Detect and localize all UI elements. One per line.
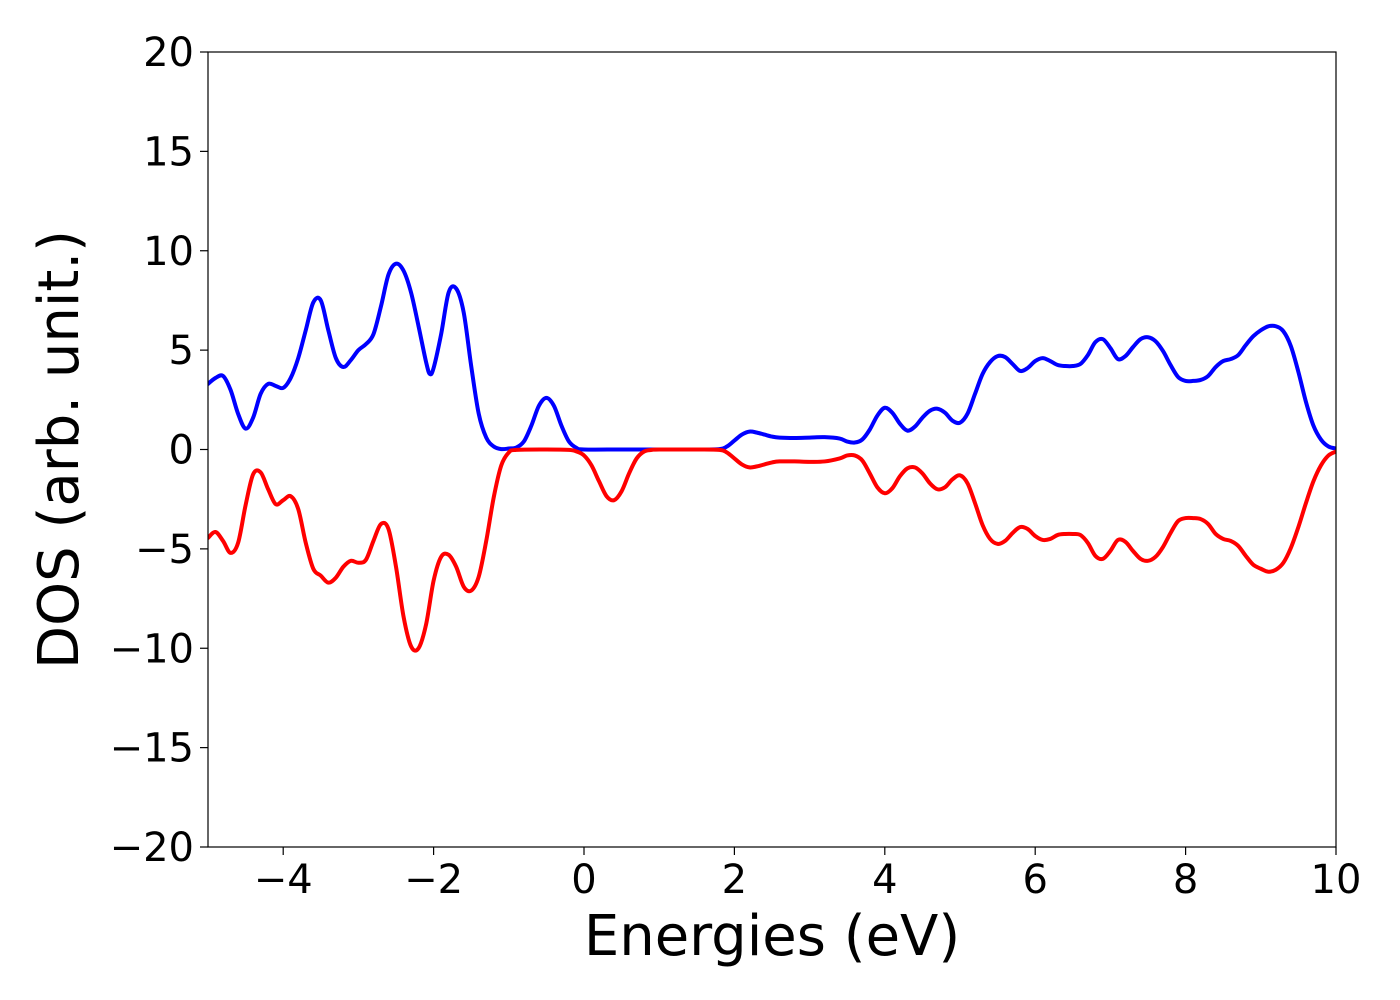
x-tick-label: 4: [872, 857, 897, 903]
y-tick-label: 10: [143, 229, 194, 275]
y-tick-label: 15: [143, 129, 194, 175]
series-line-red: [208, 447, 1336, 653]
y-axis-ticks: −20 −15 −10 −5 0 5 10 15 20: [110, 30, 208, 871]
y-tick-label: −5: [135, 527, 194, 573]
y-tick-label: 5: [169, 328, 194, 374]
x-tick-label: 8: [1173, 857, 1198, 903]
plot-frame: [207, 51, 1337, 848]
x-tick-label: −2: [404, 857, 463, 903]
y-tick-label: −10: [110, 626, 194, 672]
series-line-blue: [208, 261, 1336, 452]
y-tick-label: −20: [110, 825, 194, 871]
x-axis-ticks: −4 −2 0 2 4 6 8 10: [254, 847, 1362, 903]
y-tick-label: 0: [169, 428, 194, 474]
x-axis-label: Energies (eV): [584, 904, 960, 969]
x-tick-label: 2: [722, 857, 747, 903]
x-tick-label: 10: [1311, 857, 1362, 903]
y-tick-label: −15: [110, 726, 194, 772]
series-layer: [208, 261, 1336, 653]
x-tick-label: 0: [571, 857, 596, 903]
x-tick-label: 6: [1022, 857, 1047, 903]
y-tick-label: 20: [143, 30, 194, 76]
y-axis-label: DOS (arb. unit.): [27, 230, 92, 669]
x-tick-label: −4: [254, 857, 313, 903]
